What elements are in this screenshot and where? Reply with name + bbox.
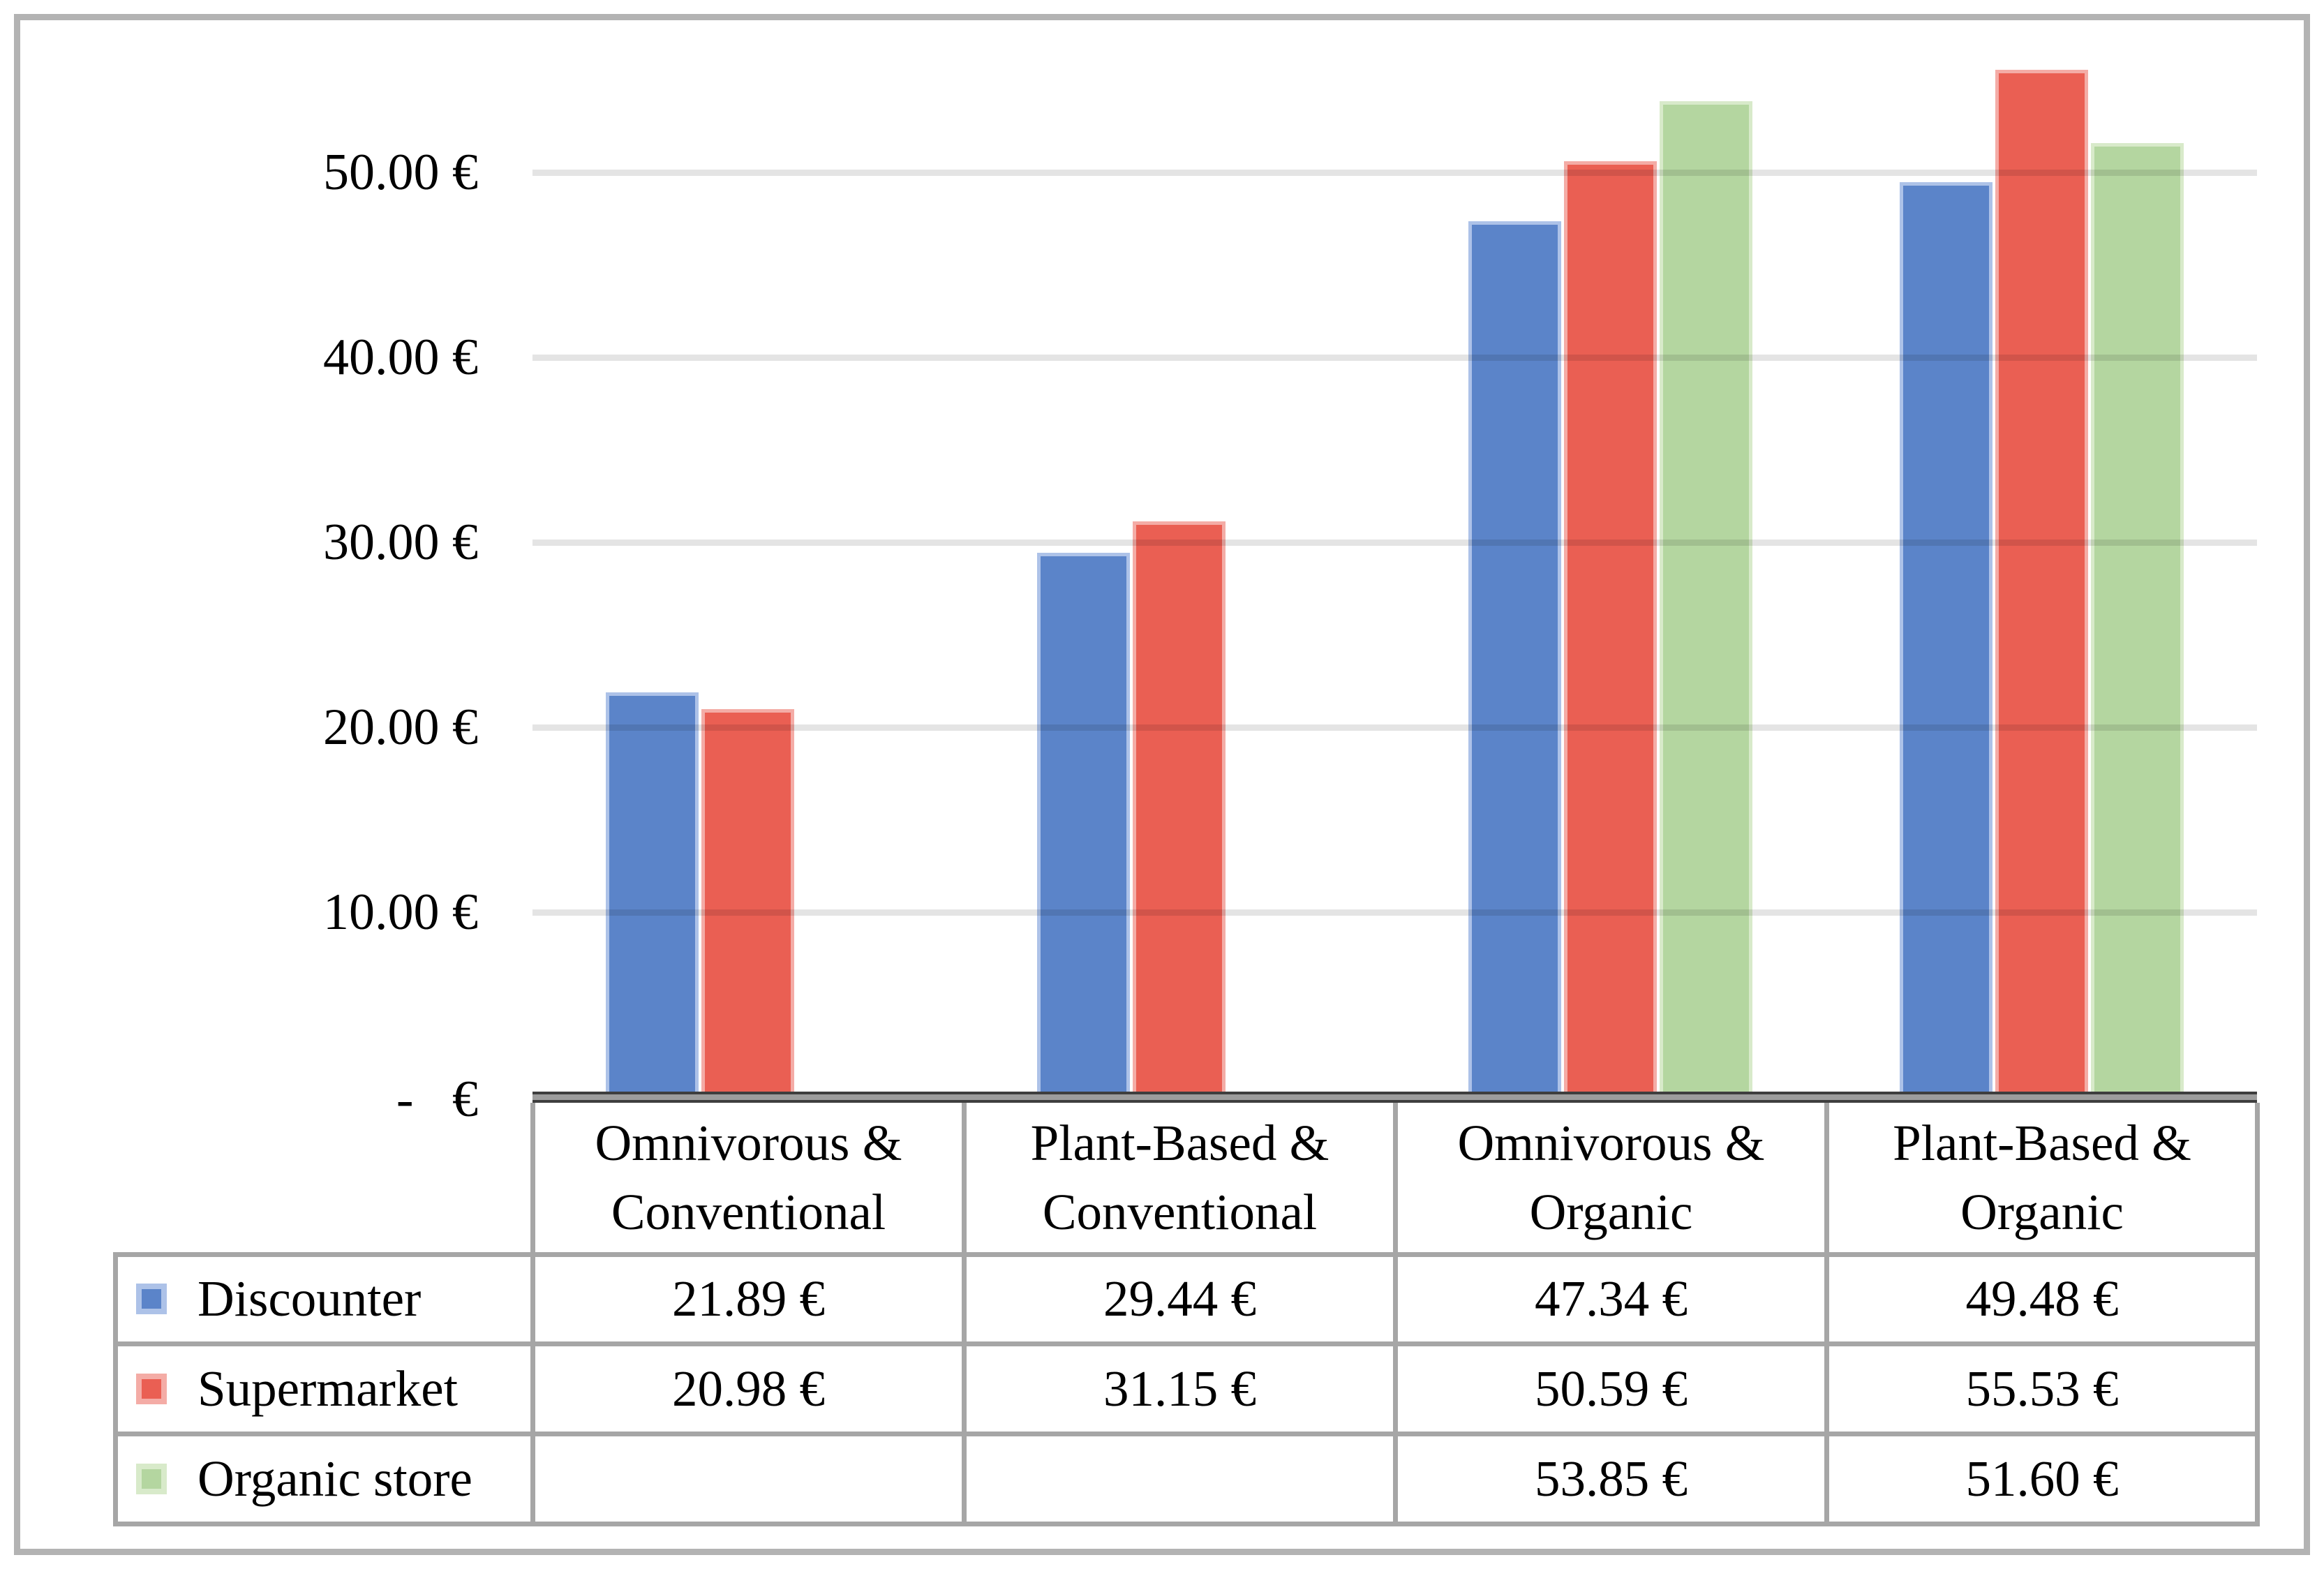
table-row: Organic store 53.85 € 51.60 € (113, 1431, 2260, 1526)
category-header: Plant-Based & Conventional (962, 1103, 1398, 1257)
value-cell: 29.44 € (962, 1251, 1398, 1346)
data-table: Omnivorous & Conventional Plant-Based & … (113, 1103, 2260, 1526)
bar-supermarket-cat2 (1133, 521, 1226, 1092)
value-cell: 51.60 € (1824, 1431, 2260, 1526)
y-tick-label: 20.00 € (323, 699, 478, 756)
category-header: Omnivorous & Conventional (530, 1103, 967, 1257)
value-cell: 47.34 € (1393, 1251, 1829, 1346)
y-tick-label: - € (396, 1071, 478, 1128)
bar-organic-store-cat3 (1660, 101, 1752, 1092)
bar-discounter-cat1 (606, 692, 699, 1092)
x-axis-line (532, 1092, 2257, 1103)
bar-organic-store-cat4 (2091, 143, 2184, 1092)
y-tick-label: 10.00 € (323, 884, 478, 941)
legend-label: Discounter (198, 1270, 422, 1327)
bar-discounter-cat2 (1037, 553, 1130, 1092)
value-cell: 49.48 € (1824, 1251, 2260, 1346)
table-row: Supermarket 20.98 € 31.15 € 50.59 € 55.5… (113, 1341, 2260, 1436)
value-cell: 21.89 € (530, 1251, 967, 1346)
value-cell (530, 1431, 967, 1526)
value-cell: 53.85 € (1393, 1431, 1829, 1526)
value-cell: 55.53 € (1824, 1341, 2260, 1436)
table-corner-cell (116, 1103, 533, 1254)
legend-label: Supermarket (198, 1360, 458, 1417)
gridline (532, 170, 2257, 176)
bar-supermarket-cat4 (1995, 70, 2088, 1092)
legend-label: Organic store (198, 1450, 472, 1507)
gridline (532, 540, 2257, 546)
legend-cell-supermarket: Supermarket (113, 1341, 535, 1436)
legend-cell-discounter: Discounter (113, 1251, 535, 1346)
gridline (532, 355, 2257, 361)
legend-swatch-supermarket (136, 1373, 167, 1404)
legend-swatch-organic-store (136, 1463, 167, 1494)
table-row: Discounter 21.89 € 29.44 € 47.34 € 49.48… (113, 1251, 2260, 1346)
y-tick-label: 50.00 € (323, 144, 478, 201)
y-tick-label: 30.00 € (323, 514, 478, 571)
gridline (532, 909, 2257, 916)
legend-swatch-discounter (136, 1284, 167, 1314)
y-tick-label: 40.00 € (323, 329, 478, 386)
value-cell (962, 1431, 1398, 1526)
bar-discounter-cat3 (1468, 221, 1561, 1092)
legend-cell-organic-store: Organic store (113, 1431, 535, 1526)
value-cell: 20.98 € (530, 1341, 967, 1436)
chart-outer-border (14, 14, 2310, 1555)
bar-discounter-cat4 (1900, 182, 1992, 1092)
value-cell: 50.59 € (1393, 1341, 1829, 1436)
bar-supermarket-cat1 (701, 709, 794, 1092)
value-cell: 31.15 € (962, 1341, 1398, 1436)
gridline (532, 724, 2257, 731)
bar-supermarket-cat3 (1564, 161, 1657, 1092)
category-header: Omnivorous & Organic (1393, 1103, 1829, 1257)
category-header: Plant-Based & Organic (1824, 1103, 2260, 1257)
